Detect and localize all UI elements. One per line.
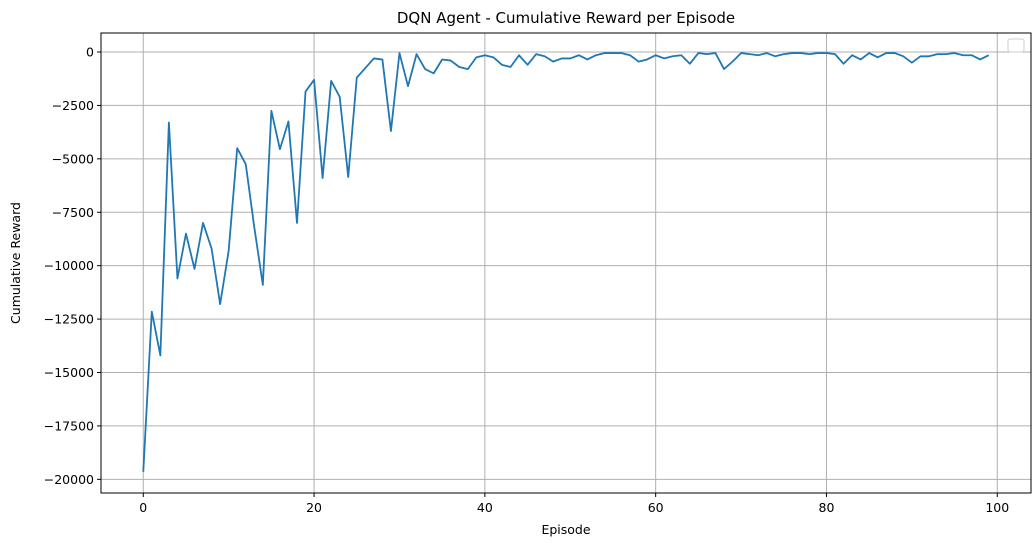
x-tick-label: 20 [306, 500, 322, 515]
y-tick-label: −15000 [44, 365, 94, 380]
y-tick-label: −5000 [52, 151, 94, 166]
x-tick-label: 40 [477, 500, 493, 515]
y-tick-label: −12500 [44, 312, 94, 327]
reward-series-line [142, 52, 990, 472]
y-tick-label: −17500 [44, 418, 94, 433]
x-tick-label: 0 [139, 500, 147, 515]
x-tick-label: 80 [819, 500, 835, 515]
y-tick-label: −10000 [44, 258, 94, 273]
series-layer [142, 52, 990, 472]
y-tick-label: −7500 [52, 205, 94, 220]
y-axis-ticks: 0 −2500 −5000 −7500 −10000 −12500 −15000 −17500… [44, 45, 101, 487]
grid [101, 33, 1031, 493]
x-axis-label: Episode [541, 522, 590, 537]
y-tick-label: −2500 [52, 98, 94, 113]
x-tick-label: 100 [985, 500, 1009, 515]
chart-title: DQN Agent - Cumulative Reward per Episod… [397, 9, 735, 27]
y-tick-label: 0 [86, 45, 94, 60]
y-tick-label: −20000 [44, 472, 94, 487]
plot-frame [100, 32, 1032, 494]
y-axis-label: Cumulative Reward [8, 202, 23, 324]
legend-box [1007, 38, 1025, 53]
x-tick-label: 60 [648, 500, 664, 515]
x-axis-ticks: 0 20 40 60 80 100 [139, 493, 1009, 515]
